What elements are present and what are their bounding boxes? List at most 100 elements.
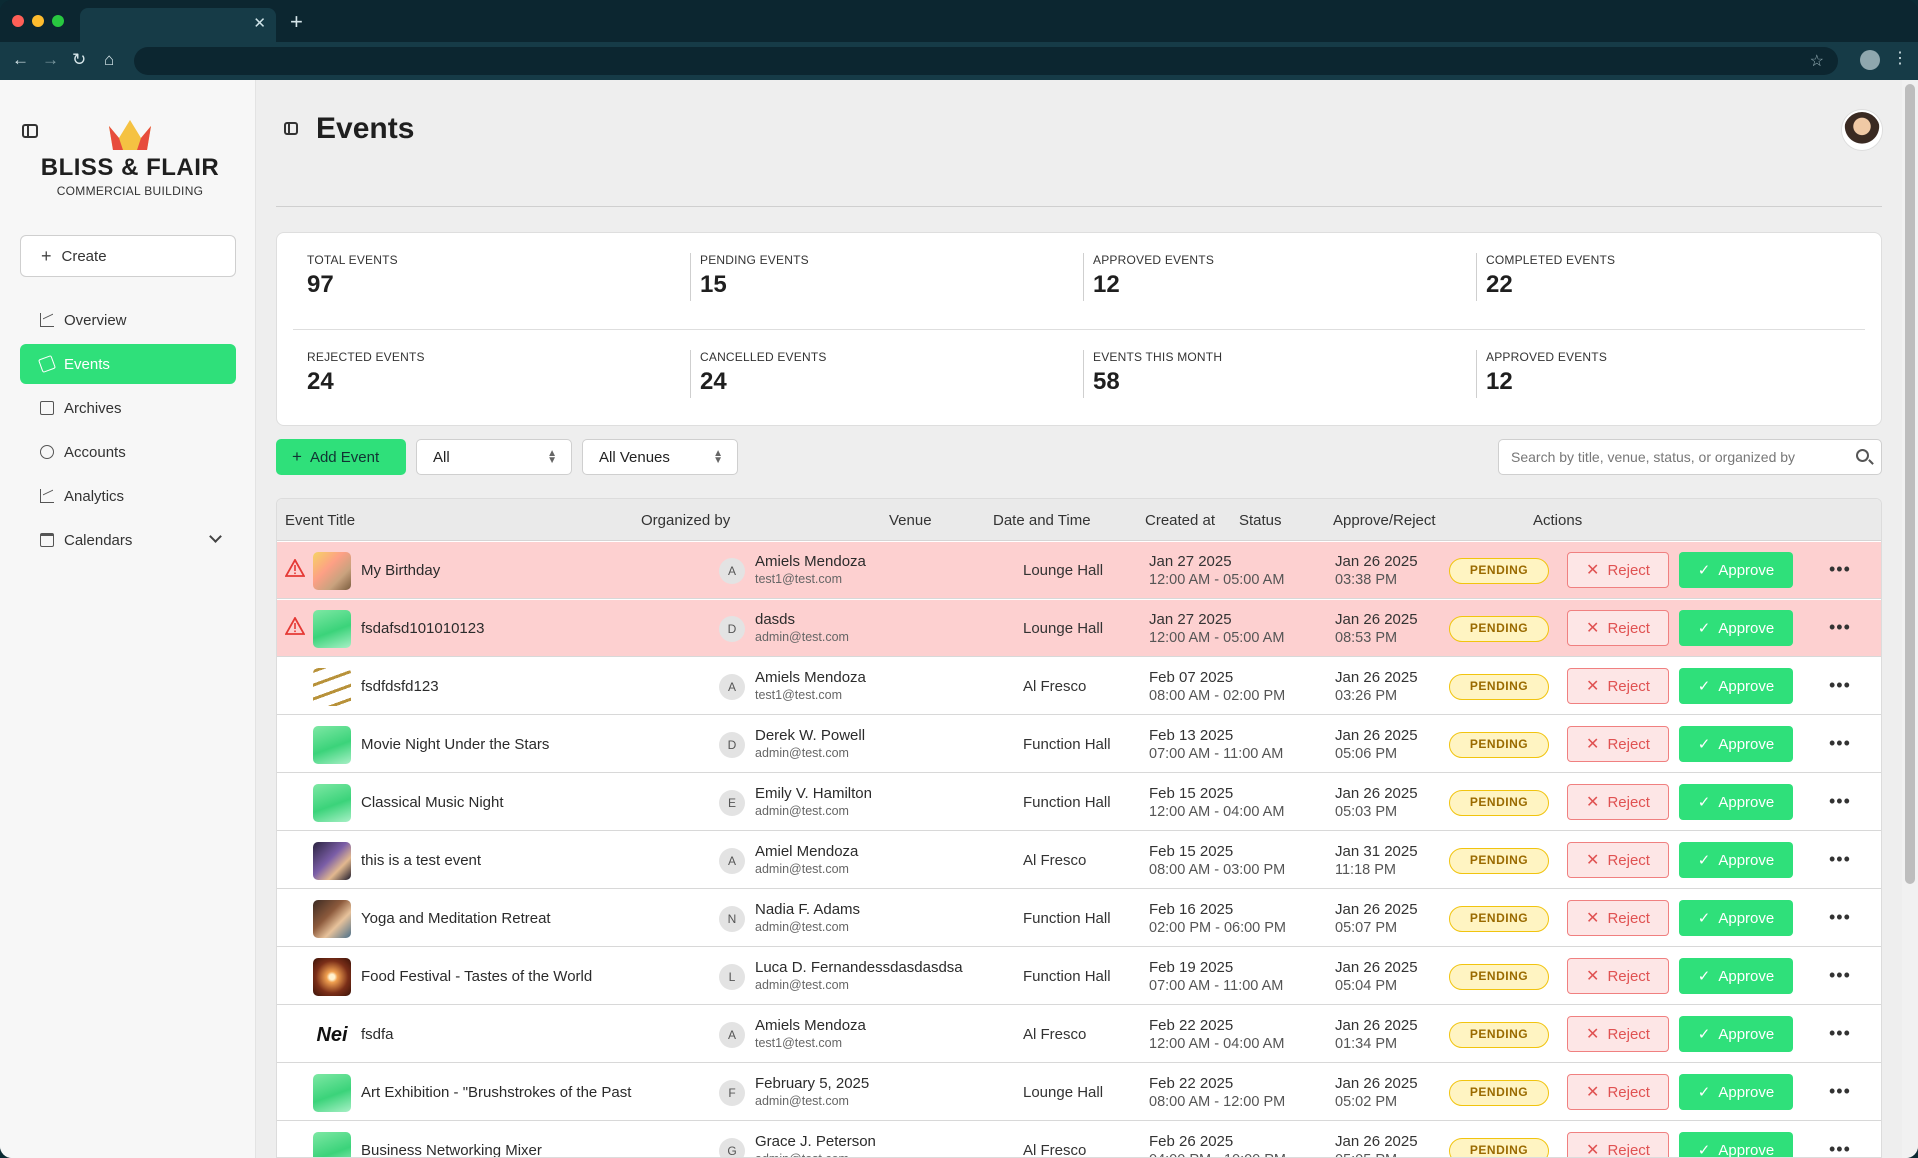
column-header-organized-by[interactable]: Organized by (641, 512, 731, 529)
reject-button[interactable]: ✕ Reject (1567, 726, 1669, 762)
event-title[interactable]: My Birthday (361, 562, 441, 579)
sidebar-item-analytics[interactable]: Analytics (20, 476, 236, 516)
reject-button[interactable]: ✕ Reject (1567, 784, 1669, 820)
sidebar-item-label: Events (64, 355, 110, 373)
reject-button[interactable]: ✕ Reject (1567, 1132, 1669, 1157)
column-header-created-at[interactable]: Created at (1145, 512, 1216, 529)
forward-icon[interactable]: → (42, 50, 59, 69)
column-header-event-title[interactable]: Event Title (285, 512, 356, 529)
table-row[interactable]: Movie Night Under the Stars D Derek W. Pow… (277, 716, 1881, 773)
table-row[interactable]: this is a test event A Amiel Mendoza admin@… (277, 832, 1881, 889)
reject-button[interactable]: ✕ Reject (1567, 958, 1669, 994)
sidebar-item-calendars[interactable]: Calendars (20, 520, 236, 560)
address-bar[interactable]: ☆ (134, 47, 1838, 75)
approve-button[interactable]: ✓ Approve (1679, 842, 1793, 878)
close-window-button[interactable] (12, 15, 24, 27)
stat-label: COMPLETED EVENTS (1486, 253, 1616, 267)
back-icon[interactable]: ← (12, 50, 29, 69)
more-actions-icon[interactable]: ••• (1829, 1023, 1851, 1043)
table-row[interactable]: Food Festival - Tastes of the World L Luca… (277, 948, 1881, 1005)
approve-label: Approve (1718, 1083, 1775, 1101)
reject-button[interactable]: ✕ Reject (1567, 552, 1669, 588)
approve-button[interactable]: ✓ Approve (1679, 668, 1793, 704)
approve-button[interactable]: ✓ Approve (1679, 958, 1793, 994)
approve-button[interactable]: ✓ Approve (1679, 610, 1793, 646)
approve-button[interactable]: ✓ Approve (1679, 900, 1793, 936)
column-header-date-time[interactable]: Date and Time (993, 512, 1091, 529)
approve-button[interactable]: ✓ Approve (1679, 784, 1793, 820)
sidebar-item-archives[interactable]: Archives (20, 388, 236, 428)
more-actions-icon[interactable]: ••• (1829, 849, 1851, 869)
column-header-status[interactable]: Status (1239, 512, 1282, 529)
add-event-button[interactable]: + Add Event (276, 439, 406, 475)
more-actions-icon[interactable]: ••• (1829, 617, 1851, 637)
event-title[interactable]: Yoga and Meditation Retreat (361, 910, 551, 927)
search-input[interactable] (1511, 440, 1841, 474)
more-actions-icon[interactable]: ••• (1829, 791, 1851, 811)
new-tab-icon[interactable]: + (290, 9, 303, 34)
venue-filter-select[interactable]: All Venues ▲ ▼ (582, 439, 738, 475)
more-actions-icon[interactable]: ••• (1829, 1139, 1851, 1158)
sidebar-item-overview[interactable]: Overview (20, 300, 236, 340)
panel-toggle-icon[interactable] (284, 122, 298, 135)
reload-icon[interactable]: ↻ (72, 50, 87, 69)
reject-button[interactable]: ✕ Reject (1567, 610, 1669, 646)
event-title[interactable]: fsdfdsfd123 (361, 678, 439, 695)
browser-profile-icon[interactable] (1860, 50, 1880, 70)
search-icon[interactable] (1856, 449, 1869, 462)
reject-button[interactable]: ✕ Reject (1567, 1074, 1669, 1110)
status-badge: PENDING (1449, 674, 1549, 700)
table-row[interactable]: Business Networking Mixer G Grace J. Peter… (277, 1122, 1881, 1158)
browser-tab[interactable]: ✕ (80, 8, 276, 42)
approve-button[interactable]: ✓ Approve (1679, 1016, 1793, 1052)
approve-button[interactable]: ✓ Approve (1679, 726, 1793, 762)
event-time: 07:00 AM - 11:00 AM (1149, 978, 1284, 994)
more-actions-icon[interactable]: ••• (1829, 965, 1851, 985)
close-tab-icon[interactable]: ✕ (253, 15, 266, 32)
chevron-down-icon[interactable] (209, 530, 222, 543)
table-row[interactable]: Classical Music Night E Emily V. Hamilton a… (277, 774, 1881, 831)
more-actions-icon[interactable]: ••• (1829, 907, 1851, 927)
event-title[interactable]: Art Exhibition - "Brushstrokes of the Pa… (361, 1084, 632, 1101)
more-actions-icon[interactable]: ••• (1829, 1081, 1851, 1101)
home-icon[interactable]: ⌂ (104, 50, 115, 69)
browser-menu-icon[interactable]: ⋮ (1892, 50, 1908, 67)
column-header-venue[interactable]: Venue (889, 512, 932, 529)
maximize-window-button[interactable] (52, 15, 64, 27)
sidebar-item-events[interactable]: Events (20, 344, 236, 384)
event-title[interactable]: Classical Music Night (361, 794, 504, 811)
approve-button[interactable]: ✓ Approve (1679, 1074, 1793, 1110)
reject-button[interactable]: ✕ Reject (1567, 1016, 1669, 1052)
avatar[interactable] (1842, 110, 1882, 150)
table-row[interactable]: My Birthday A Amiels Mendoza test1@test.com… (277, 542, 1881, 599)
approve-button[interactable]: ✓ Approve (1679, 1132, 1793, 1157)
event-title[interactable]: Movie Night Under the Stars (361, 736, 550, 753)
reject-button[interactable]: ✕ Reject (1567, 668, 1669, 704)
page-scrollbar[interactable] (1902, 80, 1918, 1158)
minimize-window-button[interactable] (32, 15, 44, 27)
event-title[interactable]: fsdfa (361, 1026, 394, 1043)
reject-button[interactable]: ✕ Reject (1567, 842, 1669, 878)
sidebar-item-accounts[interactable]: Accounts (20, 432, 236, 472)
approve-button[interactable]: ✓ Approve (1679, 552, 1793, 588)
table-row[interactable]: Yoga and Meditation Retreat N Nadia F. Ada… (277, 890, 1881, 947)
more-actions-icon[interactable]: ••• (1829, 559, 1851, 579)
event-title[interactable]: Business Networking Mixer (361, 1142, 542, 1158)
app: BLISS & FLAIR COMMERCIAL BUILDING + Crea… (0, 80, 1918, 1158)
reject-label: Reject (1607, 677, 1650, 695)
sidebar-toggle-icon[interactable] (22, 124, 38, 138)
table-row[interactable]: Art Exhibition - "Brushstrokes of the Pa… (277, 1064, 1881, 1121)
reject-button[interactable]: ✕ Reject (1567, 900, 1669, 936)
table-row[interactable]: fsdfdsfd123 A Amiels Mendoza test1@test.com… (277, 658, 1881, 715)
event-title[interactable]: fsdafsd101010123 (361, 620, 485, 637)
table-row[interactable]: Nei fsdfa A Amiels Mendoza test1@test.com Al … (277, 1006, 1881, 1063)
status-filter-select[interactable]: All ▲ ▼ (416, 439, 572, 475)
bookmark-star-icon[interactable]: ☆ (1809, 53, 1824, 70)
event-title[interactable]: Food Festival - Tastes of the World (361, 968, 593, 985)
create-button[interactable]: + Create (20, 235, 236, 277)
more-actions-icon[interactable]: ••• (1829, 733, 1851, 753)
event-title[interactable]: this is a test event (361, 852, 482, 869)
more-actions-icon[interactable]: ••• (1829, 675, 1851, 695)
scrollbar-thumb[interactable] (1905, 84, 1915, 884)
